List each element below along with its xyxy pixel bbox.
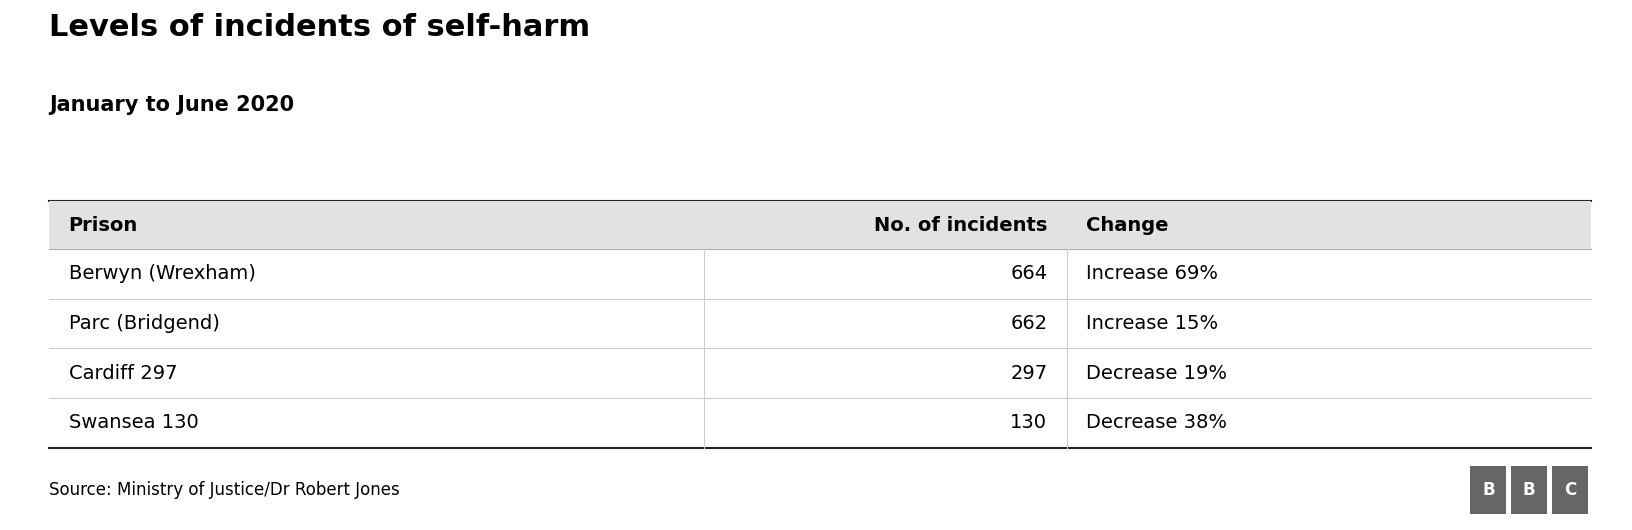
Text: No. of incidents: No. of incidents (873, 216, 1048, 235)
Text: Swansea 130: Swansea 130 (69, 413, 199, 432)
Text: Change: Change (1087, 216, 1169, 235)
Text: 664: 664 (1010, 264, 1048, 283)
Text: B: B (1523, 481, 1536, 499)
Text: Source: Ministry of Justice/Dr Robert Jones: Source: Ministry of Justice/Dr Robert Jo… (49, 481, 400, 499)
Text: Decrease 38%: Decrease 38% (1087, 413, 1227, 432)
Text: 297: 297 (1010, 364, 1048, 383)
Text: B: B (1482, 481, 1495, 499)
Text: Parc (Bridgend): Parc (Bridgend) (69, 314, 219, 333)
Text: Cardiff 297: Cardiff 297 (69, 364, 176, 383)
Text: Prison: Prison (69, 216, 137, 235)
Text: Decrease 19%: Decrease 19% (1087, 364, 1227, 383)
Text: C: C (1563, 481, 1577, 499)
Text: 662: 662 (1010, 314, 1048, 333)
Text: Increase 15%: Increase 15% (1087, 314, 1219, 333)
Text: Berwyn (Wrexham): Berwyn (Wrexham) (69, 264, 256, 283)
Text: 130: 130 (1010, 413, 1048, 432)
Text: Increase 69%: Increase 69% (1087, 264, 1219, 283)
Text: Levels of incidents of self-harm: Levels of incidents of self-harm (49, 13, 591, 42)
Text: January to June 2020: January to June 2020 (49, 95, 294, 116)
